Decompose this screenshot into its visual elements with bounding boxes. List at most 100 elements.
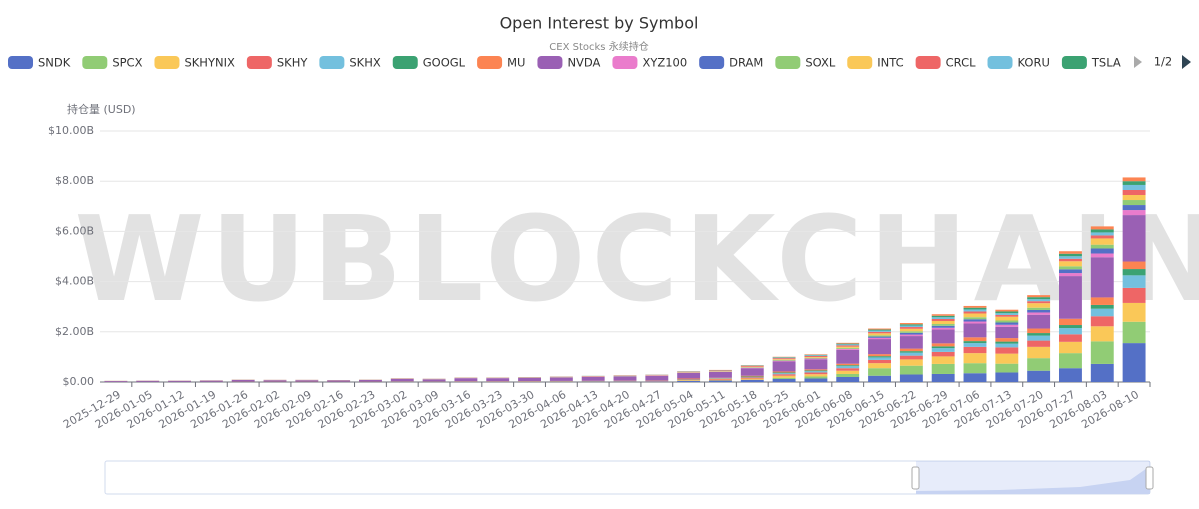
legend-page: 1/2: [1154, 55, 1173, 69]
bar-segment: [995, 338, 1019, 342]
legend-item[interactable]: XYZ100: [612, 56, 687, 70]
bar-segment: [963, 317, 987, 320]
bar-segment: [136, 380, 160, 382]
bar-segment: [931, 343, 955, 347]
bar-segment: [1027, 307, 1051, 310]
bar-segment: [1122, 275, 1146, 288]
bar-segment: [995, 341, 1019, 344]
bar-segment: [740, 367, 764, 369]
bar-segment: [709, 380, 732, 382]
y-tick-label: $6.00B: [55, 224, 94, 237]
legend-item[interactable]: NVDA: [537, 56, 601, 70]
bar-segment: [772, 372, 796, 374]
legend-item[interactable]: SOXL: [775, 56, 836, 70]
bar-segment: [995, 320, 1019, 323]
bar-segment: [740, 368, 764, 376]
bar-segment: [868, 333, 891, 336]
legend-item[interactable]: DRAM: [699, 56, 763, 70]
zoom-window[interactable]: [916, 461, 1150, 494]
bar-segment: [677, 378, 701, 379]
bar-segment: [836, 348, 860, 350]
bar-segment: [899, 332, 923, 335]
bar-segment: [963, 373, 987, 382]
bar-segment: [772, 378, 796, 382]
y-tick-label: $4.00B: [55, 275, 94, 288]
bar-segment: [963, 321, 987, 324]
legend-label: INTC: [877, 56, 903, 70]
bar-segment: [931, 315, 955, 318]
bar-segment: [899, 327, 923, 329]
bar-segment: [772, 359, 796, 360]
bar-segment: [931, 321, 955, 325]
bar-segment: [899, 334, 923, 337]
bar-segment: [1027, 299, 1051, 302]
bar-segment: [1059, 341, 1082, 354]
bar-segment: [709, 371, 732, 378]
bar-segment: [1122, 195, 1146, 201]
legend-item[interactable]: SPCX: [82, 56, 143, 70]
bar-segment: [677, 379, 701, 380]
bar-segment: [1090, 244, 1114, 249]
bar-segment: [931, 356, 955, 364]
bar-segment: [1122, 287, 1146, 303]
bar-segment: [1122, 181, 1146, 185]
bar-segment: [931, 327, 955, 330]
legend-item[interactable]: SKHY: [246, 56, 308, 70]
bar-segment: [677, 379, 701, 381]
bar-segment: [454, 378, 478, 382]
chart-title: Open Interest by Symbol: [500, 14, 699, 33]
bar-segment: [231, 379, 255, 382]
bar-segment: [868, 354, 891, 357]
bar-segment: [899, 348, 923, 352]
legend-label: SKHX: [349, 56, 380, 70]
bar-segment: [1122, 343, 1146, 382]
legend-item[interactable]: SNDK: [8, 56, 71, 70]
bar-segment: [868, 368, 891, 376]
bar-segment: [899, 331, 923, 333]
legend-item[interactable]: MU: [477, 56, 525, 70]
bar-segment: [645, 381, 669, 382]
legend-item[interactable]: TSLA: [1061, 56, 1121, 70]
bar-segment: [995, 372, 1019, 382]
legend-next[interactable]: [1182, 55, 1191, 69]
bar-segment: [868, 375, 891, 382]
bar-segment: [1090, 235, 1114, 239]
bar-segment: [899, 365, 923, 375]
bar-segment: [836, 343, 860, 345]
bar-segment: [1027, 333, 1051, 336]
bar-segment: [963, 363, 987, 374]
bar-segment: [899, 359, 923, 366]
bar-segment: [804, 369, 828, 371]
legend-item[interactable]: GOOGL: [392, 56, 466, 70]
legend-item[interactable]: SKHX: [319, 56, 381, 70]
legend-label: TSLA: [1091, 56, 1121, 70]
legend-item[interactable]: SKHYNIX: [154, 56, 235, 70]
data-zoom[interactable]: [104, 460, 1154, 495]
bar-segment: [1090, 253, 1114, 258]
legend-item[interactable]: INTC: [847, 56, 904, 70]
bar-segment: [1059, 318, 1082, 326]
legend-item[interactable]: KORU: [987, 56, 1050, 70]
bar-segment: [772, 359, 796, 361]
legend-label: NVDA: [567, 56, 600, 70]
bar-segment: [581, 376, 605, 381]
zoom-handle[interactable]: [911, 466, 920, 490]
legend-prev[interactable]: [1134, 56, 1142, 68]
bar-segment: [963, 353, 987, 364]
legend-swatch: [847, 56, 873, 69]
bar-segment: [1090, 229, 1114, 233]
bar-segment: [868, 329, 891, 331]
bar-segment: [931, 318, 955, 322]
zoom-handle[interactable]: [1145, 466, 1154, 490]
bar-segment: [1027, 340, 1051, 347]
bar-segment: [899, 325, 923, 328]
bar-segment: [1090, 297, 1114, 305]
bar-segment: [931, 329, 955, 344]
bar-segment: [199, 380, 223, 382]
legend-swatch: [699, 56, 725, 69]
bar-segment: [868, 335, 891, 337]
bar-segment: [995, 326, 1019, 339]
bar-segment: [1059, 273, 1082, 277]
legend-item[interactable]: CRCL: [915, 56, 976, 70]
bar-segment: [518, 377, 541, 382]
